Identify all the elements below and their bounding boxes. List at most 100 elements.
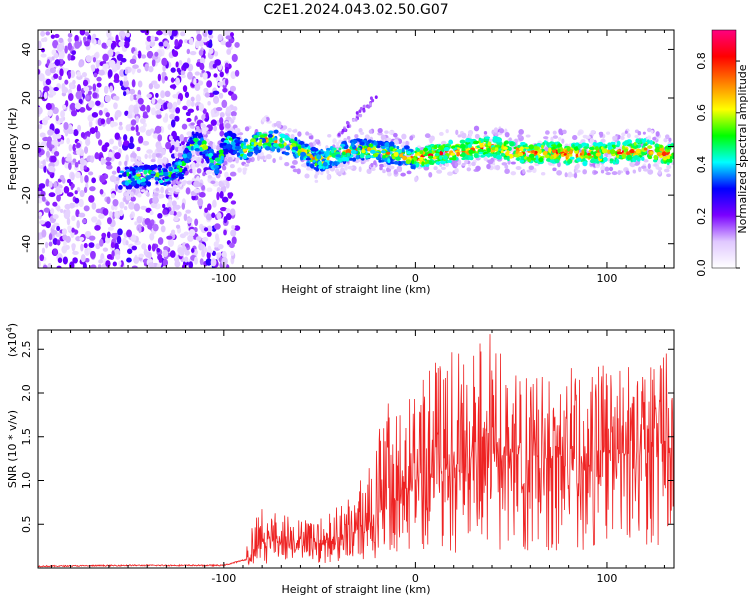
noise-cell — [213, 125, 218, 132]
ridge-cell — [484, 136, 491, 140]
noise-cell — [183, 231, 189, 236]
noise-cell — [59, 68, 64, 77]
noise-cell — [155, 102, 162, 110]
ridge-cell — [270, 146, 276, 152]
ridge-cell — [439, 145, 444, 151]
ridge-cell — [366, 146, 372, 152]
noise-cell — [38, 123, 43, 130]
ridge-cell — [520, 141, 526, 146]
noise-cell — [70, 109, 77, 117]
noise-cell — [106, 217, 112, 225]
noise-cell — [232, 106, 238, 112]
noise-cell — [105, 260, 111, 268]
ridge-cell — [642, 138, 646, 144]
noise-cell — [231, 224, 236, 230]
noise-cell — [226, 48, 232, 55]
ridge-cell — [338, 147, 342, 151]
halo-cell — [637, 131, 642, 136]
noise-cell — [76, 71, 82, 77]
noise-cell — [91, 202, 97, 210]
noise-cell — [104, 142, 110, 148]
ridge-cell — [251, 141, 255, 145]
noise-cell — [74, 34, 79, 43]
halo-cell — [642, 131, 646, 135]
noise-cell — [224, 171, 229, 179]
spectrogram-y-tick-label: 0 — [20, 143, 33, 150]
noise-cell — [174, 204, 181, 210]
noise-cell — [67, 225, 72, 231]
noise-cell — [207, 41, 213, 49]
ridge-cell — [136, 166, 141, 171]
ridge-cell — [242, 145, 247, 149]
ridge-cell — [376, 144, 381, 149]
noise-cell — [117, 228, 123, 236]
ridge-cell — [661, 151, 667, 157]
ridge-cell — [405, 159, 412, 165]
ridge-cell — [538, 148, 542, 155]
noise-cell — [181, 123, 188, 130]
ridge-cell — [359, 141, 365, 146]
halo-cell — [223, 160, 228, 166]
noise-cell — [69, 102, 77, 111]
noise-cell — [148, 83, 154, 90]
noise-cell — [162, 64, 166, 72]
ridge-cell — [434, 144, 438, 150]
noise-cell — [147, 244, 152, 252]
ridge-cell — [416, 148, 421, 153]
halo-cell — [608, 166, 614, 172]
noise-cell — [162, 203, 166, 209]
halo-cell — [504, 164, 509, 169]
halo-cell — [471, 161, 476, 167]
noise-cell — [157, 212, 163, 219]
halo-cell — [234, 128, 238, 135]
branch-cell — [367, 105, 371, 109]
noise-cell — [109, 59, 116, 69]
noise-cell — [140, 30, 146, 34]
ridge-cell — [533, 146, 539, 151]
ridge-cell — [213, 164, 220, 169]
noise-cell — [56, 194, 61, 202]
ridge-cell — [325, 150, 330, 156]
noise-cell — [197, 198, 204, 207]
ridge-cell — [626, 151, 631, 156]
noise-cell — [69, 261, 75, 268]
ridge-cell — [136, 179, 142, 184]
halo-cell — [366, 168, 372, 175]
ridge-cell — [593, 155, 598, 159]
noise-cell — [143, 248, 148, 256]
noise-cell — [38, 141, 41, 147]
noise-cell — [154, 51, 159, 57]
noise-cell — [156, 113, 162, 119]
ridge-cell — [566, 145, 571, 152]
halo-cell — [580, 139, 586, 143]
noise-cell — [185, 209, 191, 214]
noise-cell — [151, 97, 156, 105]
noise-cell — [99, 175, 106, 183]
noise-cell — [232, 95, 238, 101]
ridge-cell — [224, 132, 230, 137]
ridge-cell — [134, 176, 140, 180]
halo-cell — [599, 133, 604, 138]
halo-cell — [126, 189, 132, 195]
ridge-cell — [671, 154, 674, 160]
noise-cell — [80, 243, 84, 252]
ridge-cell — [500, 150, 504, 154]
noise-cell — [229, 38, 235, 43]
noise-cell — [227, 193, 233, 199]
ridge-cell — [317, 160, 322, 166]
noise-cell — [181, 202, 186, 210]
noise-cell — [44, 116, 51, 121]
noise-cell — [216, 191, 220, 201]
noise-cell — [124, 110, 129, 116]
noise-cell — [133, 106, 139, 115]
ridge-cell — [321, 153, 325, 157]
halo-cell — [377, 127, 383, 134]
noise-cell — [178, 39, 183, 45]
noise-cell — [169, 84, 177, 89]
ridge-cell — [194, 148, 200, 152]
ridge-cell — [284, 134, 289, 139]
noise-cell — [84, 41, 90, 47]
noise-cell — [171, 200, 177, 207]
ridge-cell — [263, 133, 268, 137]
noise-cell — [66, 137, 70, 145]
